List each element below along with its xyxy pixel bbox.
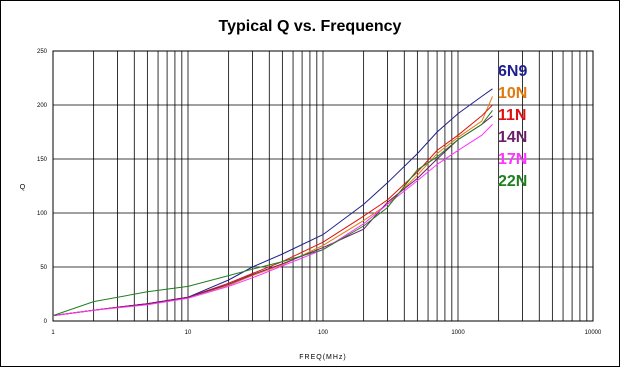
y-tick-label: 0: [44, 319, 48, 325]
y-tick-label: 150: [37, 157, 48, 163]
legend-entry-22n: 22N: [498, 173, 527, 190]
legend-entry-6n9: 6N9: [498, 63, 527, 80]
x-axis-label: FREQ(MHz): [299, 354, 347, 361]
series-line-11n: [52, 104, 493, 317]
series-line-17n: [52, 124, 493, 317]
x-axis: 1 10 100 1000 10000: [51, 330, 602, 336]
y-tick-label: 250: [37, 49, 48, 55]
chart-grid: [53, 51, 593, 321]
series-line-6n9: [52, 88, 493, 317]
series-line-10n: [52, 96, 493, 317]
y-tick-label: 50: [40, 265, 47, 271]
legend-entry-14n: 14N: [498, 129, 527, 146]
legend: 6N9 10N 11N 14N 17N 22N: [498, 63, 527, 190]
y-tick-label: 200: [37, 103, 48, 109]
y-axis-label: Q: [20, 184, 26, 191]
series-line-22n: [52, 110, 493, 317]
y-axis: 0 50 100 150 200 250: [37, 49, 48, 325]
plot-area-border: [52, 50, 594, 322]
x-tick-label: 1: [51, 330, 55, 336]
x-tick-label: 1000: [451, 330, 465, 336]
x-tick-label: 10000: [585, 330, 602, 336]
series-lines: [52, 88, 493, 317]
series-line-14n: [52, 115, 493, 317]
legend-entry-11n: 11N: [498, 107, 526, 124]
x-tick-label: 100: [318, 330, 329, 336]
x-tick-label: 10: [185, 330, 192, 336]
legend-entry-10n: 10N: [498, 85, 527, 102]
legend-entry-17n: 17N: [498, 151, 527, 168]
chart-title: Typical Q vs. Frequency: [219, 18, 402, 35]
y-tick-label: 100: [37, 211, 48, 217]
